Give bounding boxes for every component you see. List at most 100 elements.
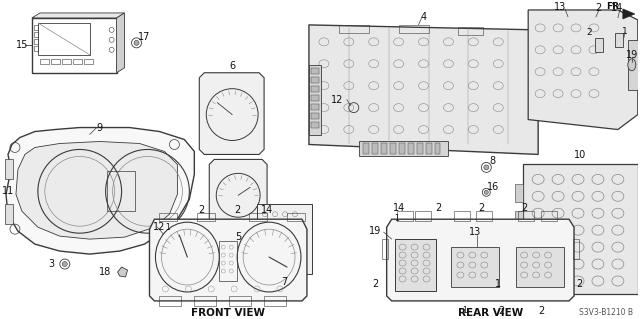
Text: 12: 12 xyxy=(152,222,165,232)
Bar xyxy=(62,59,71,64)
Ellipse shape xyxy=(62,262,67,267)
Bar xyxy=(451,247,499,287)
Bar xyxy=(84,59,93,64)
Polygon shape xyxy=(199,73,264,154)
Bar xyxy=(249,213,267,221)
Text: 14: 14 xyxy=(261,205,273,215)
Bar xyxy=(311,104,319,110)
Text: 18: 18 xyxy=(99,267,111,277)
Text: 2: 2 xyxy=(435,203,442,213)
Ellipse shape xyxy=(484,165,489,170)
Bar xyxy=(399,144,404,154)
Bar xyxy=(51,59,60,64)
Text: 2: 2 xyxy=(372,279,379,289)
Bar xyxy=(523,164,638,294)
Text: 2: 2 xyxy=(198,205,204,215)
Bar xyxy=(34,39,38,44)
Text: 13: 13 xyxy=(469,227,481,237)
Bar xyxy=(638,201,640,215)
Text: FR.: FR. xyxy=(606,3,623,11)
Polygon shape xyxy=(16,142,177,239)
Text: 4: 4 xyxy=(420,12,427,22)
Bar xyxy=(34,32,38,37)
Text: 2: 2 xyxy=(586,28,592,37)
Bar xyxy=(372,144,378,154)
Text: 17: 17 xyxy=(138,32,150,42)
Bar xyxy=(195,296,216,306)
Bar xyxy=(515,184,523,202)
Bar xyxy=(381,239,388,259)
Bar xyxy=(381,144,387,154)
Bar xyxy=(395,239,436,291)
Text: 1: 1 xyxy=(622,27,628,36)
Bar xyxy=(257,204,312,274)
Bar xyxy=(287,213,305,221)
Text: REAR VIEW: REAR VIEW xyxy=(458,308,523,318)
Text: 2: 2 xyxy=(234,205,240,215)
Text: 2: 2 xyxy=(478,203,484,213)
Bar xyxy=(363,144,369,154)
Bar xyxy=(107,171,134,211)
Bar xyxy=(628,40,638,90)
Bar xyxy=(408,144,413,154)
Bar xyxy=(516,247,564,287)
Polygon shape xyxy=(209,160,267,231)
Bar xyxy=(573,239,579,259)
Bar xyxy=(638,267,640,281)
Text: 2: 2 xyxy=(595,3,601,13)
Bar xyxy=(638,245,640,259)
Text: 14: 14 xyxy=(392,203,404,213)
Bar xyxy=(34,46,38,51)
Text: S3V3-B1210 B: S3V3-B1210 B xyxy=(579,308,633,317)
Bar xyxy=(435,144,440,154)
Polygon shape xyxy=(150,219,307,301)
Text: 2: 2 xyxy=(498,306,504,316)
Polygon shape xyxy=(623,9,635,19)
Bar xyxy=(32,18,116,73)
Bar xyxy=(159,213,177,221)
Bar xyxy=(518,211,534,221)
Bar xyxy=(515,211,523,229)
Bar xyxy=(541,211,557,221)
Text: 1: 1 xyxy=(394,214,399,223)
Bar xyxy=(159,296,181,306)
Text: 10: 10 xyxy=(574,151,586,160)
Bar xyxy=(311,113,319,119)
Polygon shape xyxy=(118,267,127,277)
Bar xyxy=(197,213,215,221)
Bar xyxy=(311,122,319,128)
Text: 2: 2 xyxy=(521,203,527,213)
Bar xyxy=(399,25,429,33)
Text: 11: 11 xyxy=(2,186,14,196)
Bar xyxy=(515,238,523,256)
Bar xyxy=(458,27,483,35)
Text: 15: 15 xyxy=(16,40,28,50)
Ellipse shape xyxy=(628,59,636,71)
Bar xyxy=(515,265,523,283)
Text: 19: 19 xyxy=(369,226,381,236)
Text: 1: 1 xyxy=(495,279,501,289)
Polygon shape xyxy=(309,25,538,154)
Text: 7: 7 xyxy=(281,277,287,287)
Text: 14: 14 xyxy=(611,3,623,13)
Bar xyxy=(34,25,38,30)
Text: 1: 1 xyxy=(165,223,170,232)
Bar xyxy=(390,144,396,154)
Polygon shape xyxy=(528,10,638,130)
Text: 13: 13 xyxy=(554,2,566,12)
Text: 1: 1 xyxy=(462,306,467,315)
Bar xyxy=(309,65,321,135)
Text: 6: 6 xyxy=(229,61,236,71)
Bar xyxy=(5,160,13,179)
Bar xyxy=(417,144,422,154)
Text: 5: 5 xyxy=(235,232,241,242)
Bar xyxy=(359,142,449,156)
Bar xyxy=(220,241,237,281)
Bar xyxy=(311,86,319,92)
Bar xyxy=(40,59,49,64)
Ellipse shape xyxy=(134,41,139,45)
Bar xyxy=(638,179,640,193)
Text: 2: 2 xyxy=(576,279,582,289)
Bar xyxy=(311,77,319,83)
Bar xyxy=(476,211,492,221)
